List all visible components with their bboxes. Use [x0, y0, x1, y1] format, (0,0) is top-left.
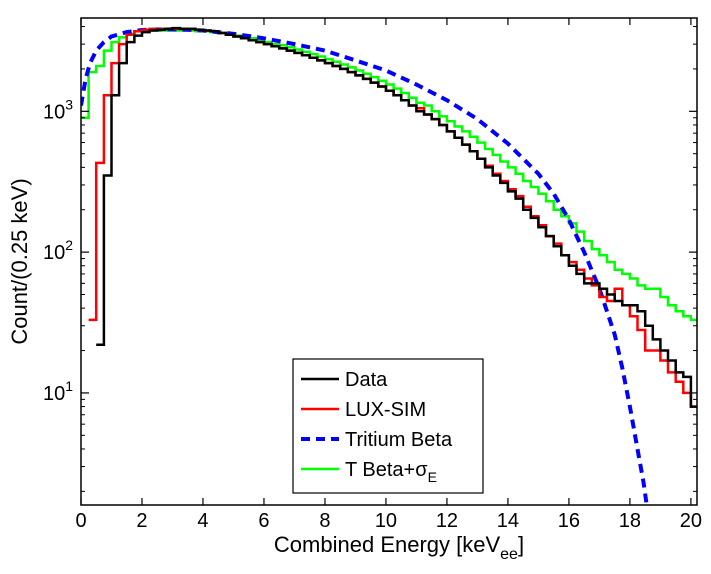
x-tick-label: 10: [375, 510, 397, 532]
y-axis-label: Count/(0.25 keV): [7, 178, 32, 344]
x-tick-label: 6: [258, 510, 269, 532]
x-tick-label: 12: [436, 510, 458, 532]
legend-box: [292, 358, 484, 494]
y-tick-label: 101: [43, 378, 73, 405]
x-tick-label: 0: [75, 510, 86, 532]
legend-label: Tritium Beta: [345, 429, 453, 451]
x-tick-label: 20: [680, 510, 702, 532]
x-tick-label: 4: [197, 510, 208, 532]
x-tick-label: 14: [497, 510, 519, 532]
x-tick-label: 18: [619, 510, 641, 532]
x-tick-label: 2: [136, 510, 147, 532]
series-line-tritium-beta: [81, 27, 649, 505]
y-tick-label: 103: [43, 96, 73, 123]
plot-area-frame: [80, 17, 698, 506]
series-group: [81, 26, 697, 505]
x-axis-label: Combined Energy [keVee]: [274, 532, 524, 563]
legend-label: T Beta+σE: [345, 459, 437, 485]
series-line-t-beta-e: [81, 29, 697, 322]
legend-label: LUX-SIM: [345, 399, 426, 421]
legend-label: Data: [345, 369, 388, 391]
x-tick-label: 16: [558, 510, 580, 532]
axis-ticks: 0 2 4 6 8 10 12 14 16 18 20 101 102 103: [43, 18, 702, 532]
y-tick-label: 102: [43, 237, 73, 264]
legend: Data LUX-SIM Tritium Beta T Beta+σE: [292, 358, 484, 494]
x-tick-label: 8: [319, 510, 330, 532]
series-line-data: [96, 26, 697, 408]
